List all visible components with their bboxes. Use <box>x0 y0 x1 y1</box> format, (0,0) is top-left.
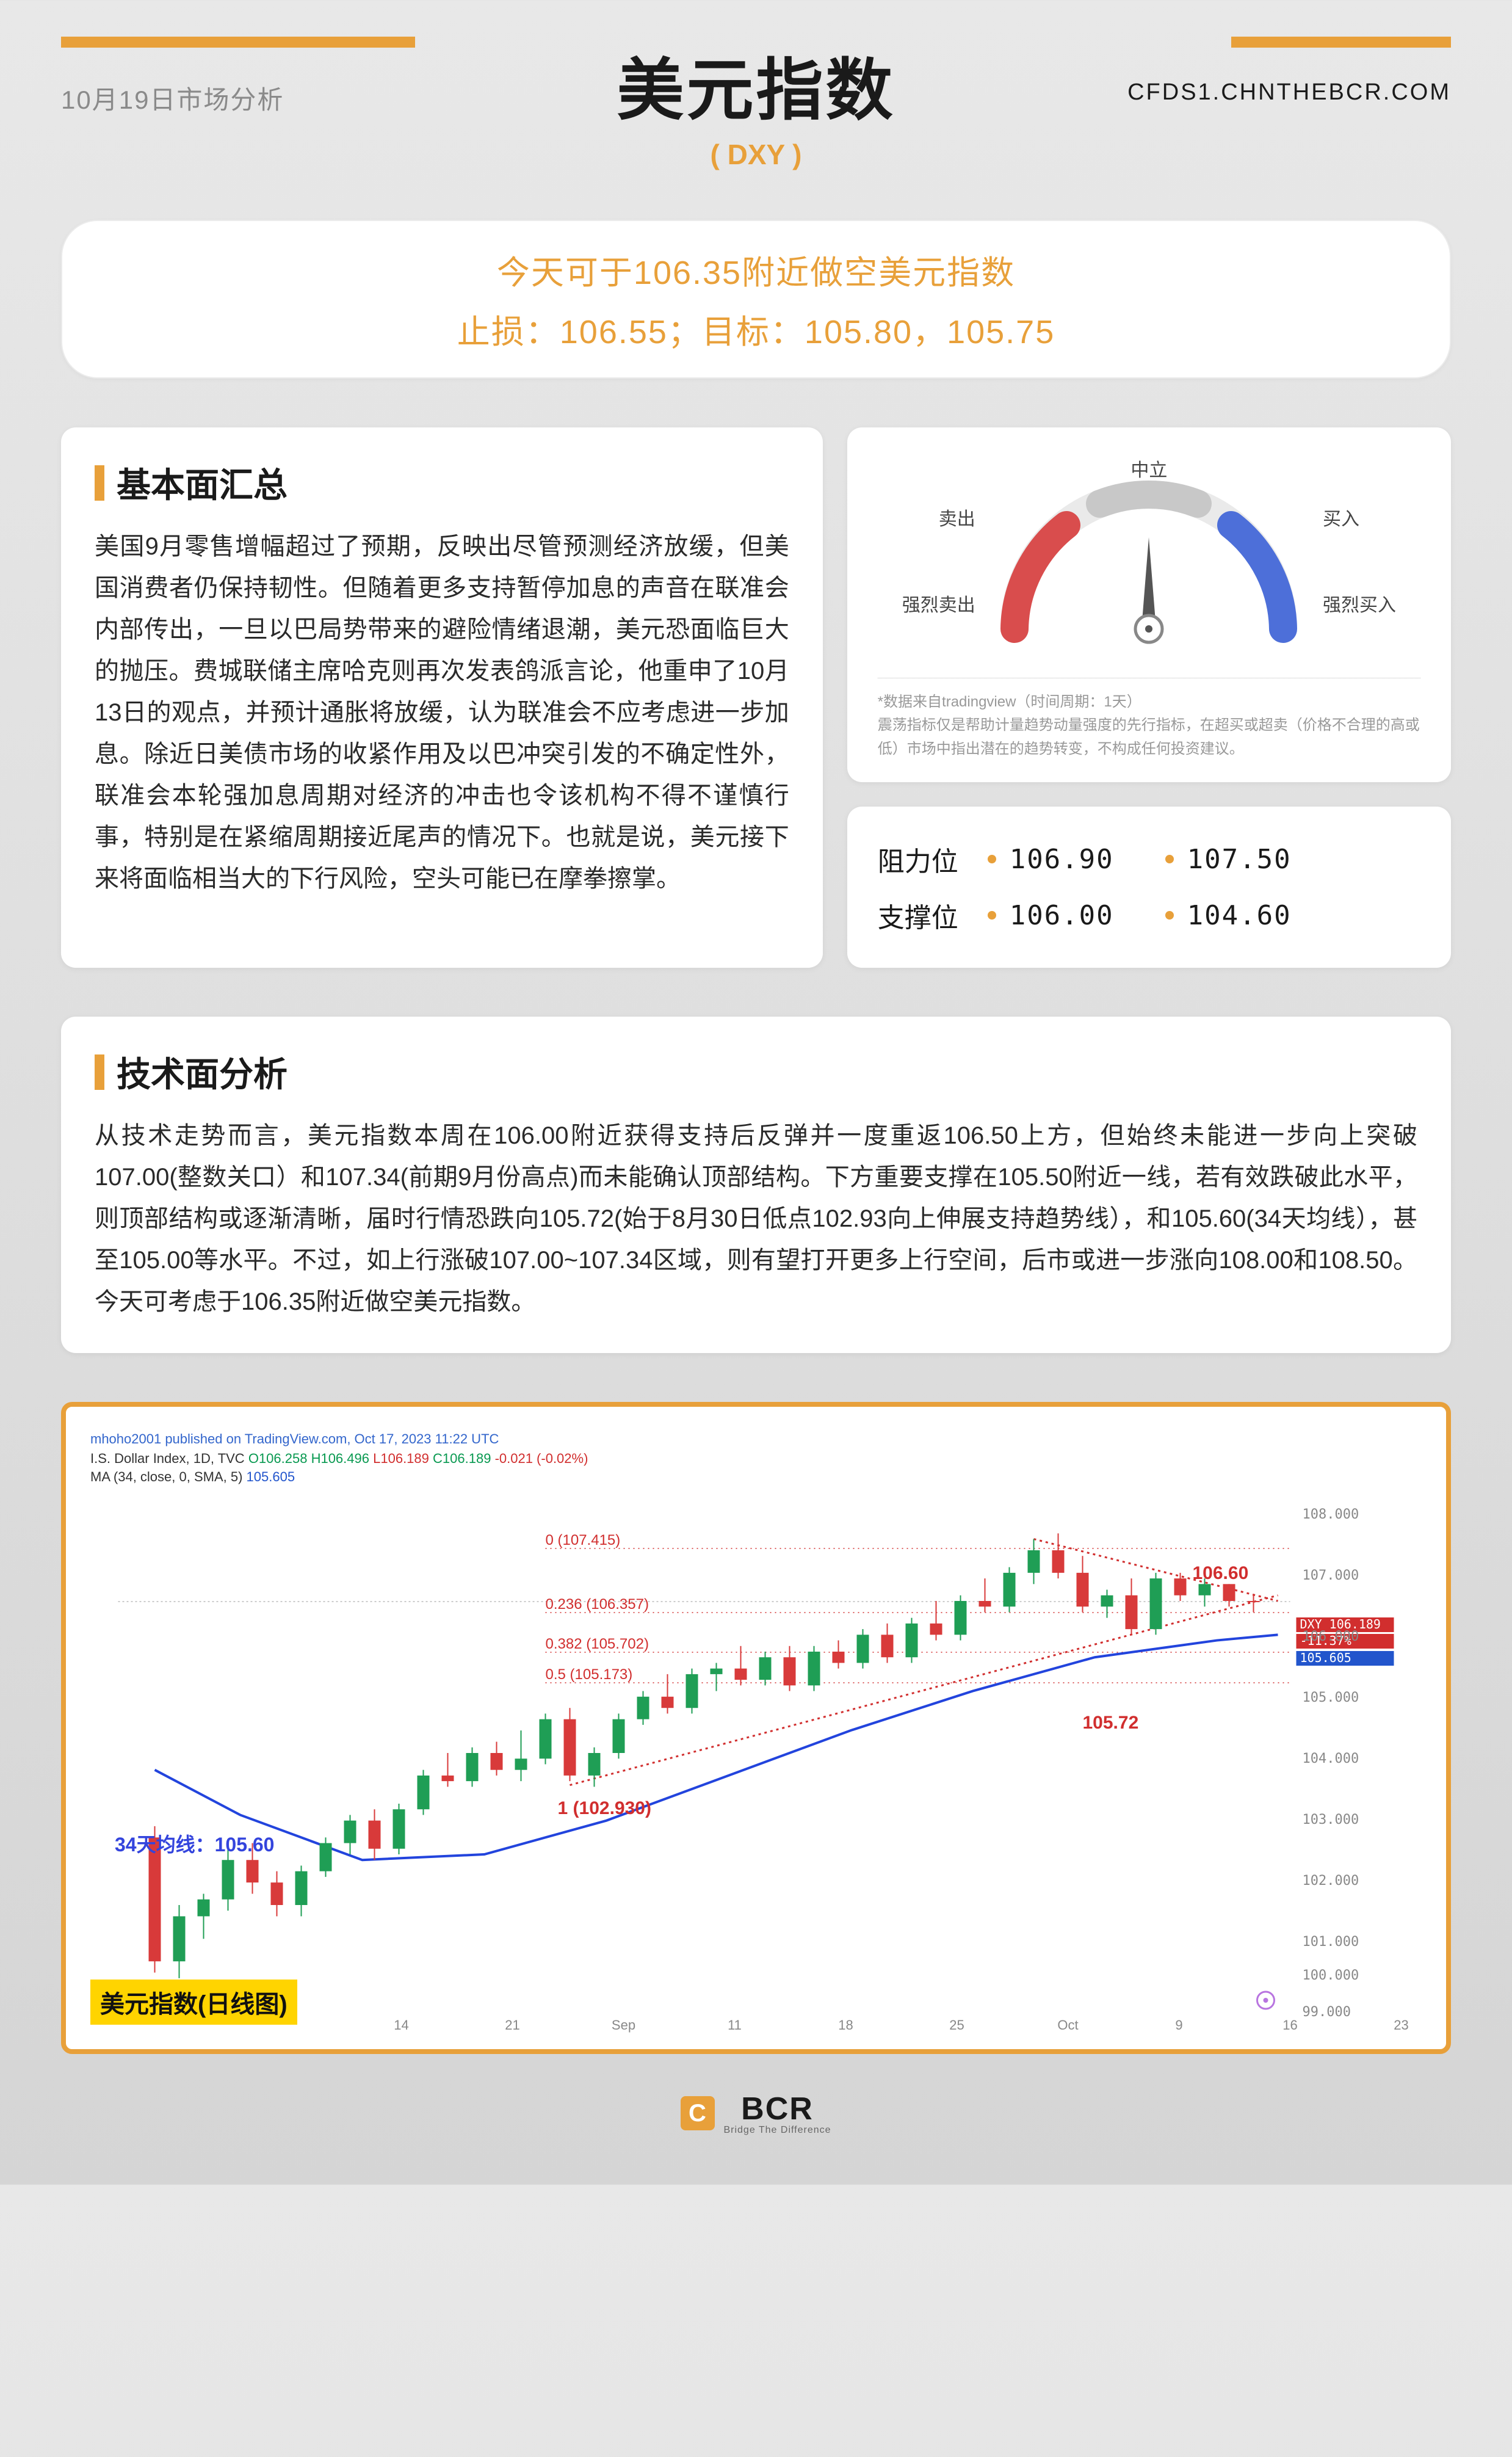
svg-text:Sep: Sep <box>612 2017 635 2033</box>
candlestick-chart: 108.000107.000DXY 106.189-11.37%105.6051… <box>90 1487 1428 2037</box>
bullet-icon <box>988 855 996 863</box>
support-label: 支撑位 <box>878 896 988 935</box>
brand-icon: C <box>681 2096 715 2130</box>
chart-ma-prefix: MA (34, close, 0, SMA, 5) <box>90 1469 247 1484</box>
gauge-footnote-1: *数据来自tradingview（时间周期：1天） <box>878 691 1420 714</box>
svg-text:0.382 (105.702): 0.382 (105.702) <box>546 1636 649 1652</box>
svg-text:106.60: 106.60 <box>1193 1563 1249 1583</box>
heading-bar-icon <box>95 465 104 501</box>
gauge-svg <box>960 458 1338 666</box>
svg-text:100.000: 100.000 <box>1303 1968 1359 1983</box>
fundamentals-body: 美国9月零售增幅超过了预期，反映出尽管预测经济放缓，但美国消费者仍保持韧性。但随… <box>95 526 789 899</box>
svg-text:104.000: 104.000 <box>1303 1751 1359 1766</box>
svg-text:105.605: 105.605 <box>1300 1650 1351 1665</box>
chart-open: O106.258 <box>248 1451 308 1466</box>
bullet-icon <box>988 911 996 920</box>
svg-text:1 (102.930): 1 (102.930) <box>558 1798 651 1818</box>
chart-symbol: I.S. Dollar Index, 1D, TVC <box>90 1451 248 1466</box>
resistance-values: 106.90 107.50 <box>988 844 1420 875</box>
bullet-icon <box>1165 911 1174 920</box>
right-stack: 中立 卖出 买入 强烈卖出 强烈买入 *数据来自tradingview（时间周期… <box>847 427 1451 968</box>
fundamentals-heading: 基本面汇总 <box>95 458 789 507</box>
svg-text:9: 9 <box>1175 2017 1182 2033</box>
svg-text:11: 11 <box>728 2017 742 2033</box>
chart-tag: 美元指数(日线图) <box>90 1980 297 2025</box>
bullet-icon <box>1165 855 1174 863</box>
svg-text:103.000: 103.000 <box>1303 1812 1359 1827</box>
gauge-footer: *数据来自tradingview（时间周期：1天） 震荡指标仅是帮助计量趋势动量… <box>878 678 1420 761</box>
two-column-row: 基本面汇总 美国9月零售增幅超过了预期，反映出尽管预测经济放缓，但美国消费者仍保… <box>61 427 1451 968</box>
resistance-row: 阻力位 106.90 107.50 <box>878 831 1420 887</box>
svg-text:106.000: 106.000 <box>1303 1629 1359 1644</box>
support-2: 104.60 <box>1187 900 1292 931</box>
svg-text:16: 16 <box>1282 2017 1297 2033</box>
svg-text:18: 18 <box>838 2017 853 2033</box>
reco-line-1: 今天可于106.35附近做空美元指数 <box>99 245 1413 294</box>
technical-heading-text: 技术面分析 <box>117 1047 288 1097</box>
svg-text:21: 21 <box>505 2017 519 2033</box>
chart-change: -0.021 (-0.02%) <box>495 1451 588 1466</box>
recommendation-box: 今天可于106.35附近做空美元指数 止损：106.55；目标：105.80，1… <box>61 220 1451 379</box>
chart-area: 108.000107.000DXY 106.189-11.37%105.6051… <box>90 1487 1428 2037</box>
gauge-label-sell: 卖出 <box>939 504 975 531</box>
support-1: 106.00 <box>1010 900 1114 931</box>
support-values: 106.00 104.60 <box>988 900 1420 931</box>
technical-body: 从技术走势而言，美元指数本周在106.00附近获得支持后反弹并一度重返106.5… <box>95 1115 1417 1323</box>
resistance-1: 106.90 <box>1010 844 1114 875</box>
header: 美元指数 ( DXY ) 10月19日市场分析 CFDS1.CHNTHEBCR.… <box>61 37 1451 171</box>
gauge-label-neutral: 中立 <box>1130 455 1167 482</box>
chart-meta: mhoho2001 published on TradingView.com, … <box>90 1431 1428 1447</box>
svg-text:108.000: 108.000 <box>1303 1507 1359 1522</box>
chart-ma-value: 105.605 <box>247 1469 295 1484</box>
svg-text:0 (107.415): 0 (107.415) <box>546 1532 621 1548</box>
svg-text:105.72: 105.72 <box>1083 1713 1139 1733</box>
gauge-label-strong-sell: 强烈卖出 <box>902 590 975 617</box>
resistance-label: 阻力位 <box>878 840 988 879</box>
chart-close: C106.189 <box>433 1451 491 1466</box>
heading-bar-icon <box>95 1054 104 1090</box>
chart-high: H106.496 <box>311 1451 369 1466</box>
brand-text: BCR <box>741 2091 814 2127</box>
fundamentals-heading-text: 基本面汇总 <box>117 458 288 507</box>
chart-box: mhoho2001 published on TradingView.com, … <box>61 1402 1451 2054</box>
technical-card: 技术面分析 从技术走势而言，美元指数本周在106.00附近获得支持后反弹并一度重… <box>61 1017 1451 1353</box>
chart-info-2: MA (34, close, 0, SMA, 5) 105.605 <box>90 1469 1428 1485</box>
footer-brand: C BCR Bridge The Difference <box>61 2091 1451 2136</box>
reco-line-2: 止损：106.55；目标：105.80，105.75 <box>99 305 1413 353</box>
fundamentals-card: 基本面汇总 美国9月零售增幅超过了预期，反映出尽管预测经济放缓，但美国消费者仍保… <box>61 427 823 968</box>
svg-text:23: 23 <box>1394 2017 1408 2033</box>
gauge-wrap: 中立 卖出 买入 强烈卖出 强烈买入 <box>878 452 1420 672</box>
brand-tagline: Bridge The Difference <box>723 2125 831 2136</box>
svg-text:107.000: 107.000 <box>1303 1568 1359 1583</box>
resistance-2: 107.50 <box>1187 844 1292 875</box>
svg-text:14: 14 <box>394 2017 408 2033</box>
url-label: CFDS1.CHNTHEBCR.COM <box>1127 79 1451 106</box>
gauge-card: 中立 卖出 买入 强烈卖出 强烈买入 *数据来自tradingview（时间周期… <box>847 427 1451 782</box>
svg-text:105.000: 105.000 <box>1303 1690 1359 1705</box>
page-subtitle: ( DXY ) <box>61 138 1451 171</box>
svg-text:99.000: 99.000 <box>1303 2005 1351 2020</box>
accent-right <box>1231 37 1451 48</box>
ma-label: 34天均线：105.60 <box>115 1829 274 1857</box>
gauge-label-buy: 买入 <box>1323 504 1359 531</box>
date-label: 10月19日市场分析 <box>61 79 284 117</box>
svg-text:102.000: 102.000 <box>1303 1873 1359 1889</box>
svg-text:Oct: Oct <box>1057 2017 1078 2033</box>
support-row: 支撑位 106.00 104.60 <box>878 887 1420 943</box>
svg-text:25: 25 <box>949 2017 964 2033</box>
gauge-footnote-2: 震荡指标仅是帮助计量趋势动量强度的先行指标，在超买或超卖（价格不合理的高或低）市… <box>878 714 1420 761</box>
svg-text:101.000: 101.000 <box>1303 1934 1359 1950</box>
technical-heading: 技术面分析 <box>95 1047 1417 1097</box>
svg-text:0.5 (105.173): 0.5 (105.173) <box>546 1666 633 1683</box>
gauge-label-strong-buy: 强烈买入 <box>1323 590 1396 617</box>
svg-text:0.236 (106.357): 0.236 (106.357) <box>546 1596 649 1613</box>
accent-left <box>61 37 415 48</box>
chart-info-1: I.S. Dollar Index, 1D, TVC O106.258 H106… <box>90 1451 1428 1467</box>
levels-card: 阻力位 106.90 107.50 支撑位 106.00 104.60 <box>847 807 1451 968</box>
chart-low: L106.189 <box>373 1451 429 1466</box>
